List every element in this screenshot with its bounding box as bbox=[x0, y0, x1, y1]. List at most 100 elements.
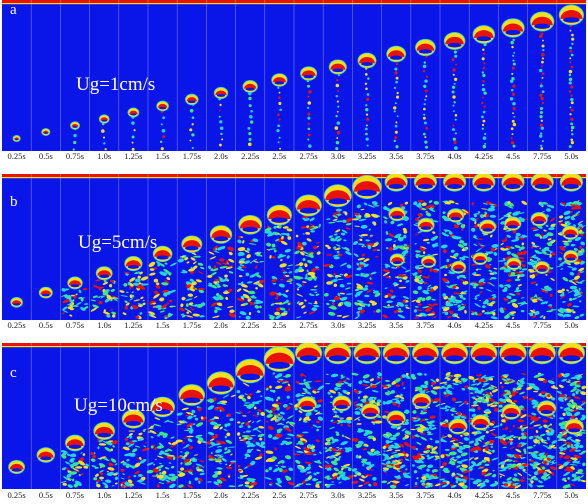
time-label: 2.0s bbox=[214, 151, 228, 161]
time-label: 0.5s bbox=[38, 490, 53, 500]
bubble-cap bbox=[501, 403, 521, 420]
bubble-cap bbox=[95, 266, 113, 281]
droplet-trail bbox=[306, 80, 312, 148]
time-label: 0.5s bbox=[38, 320, 53, 330]
bubble-cap bbox=[8, 459, 26, 475]
time-label: 2.0s bbox=[214, 490, 228, 500]
bubble-cap bbox=[537, 400, 557, 417]
time-label: 3.5s bbox=[389, 151, 404, 161]
time-label: 7.75s bbox=[533, 151, 552, 161]
bubble-cap bbox=[386, 410, 406, 427]
bubble-cap bbox=[472, 174, 496, 192]
bubble-cap bbox=[558, 4, 585, 26]
wake-turbulence bbox=[439, 371, 471, 489]
bubble-cap bbox=[499, 343, 527, 365]
time-label: 0.25s bbox=[7, 151, 26, 161]
bubble-cap bbox=[185, 93, 199, 106]
bubble-cap bbox=[564, 418, 584, 435]
wake-turbulence bbox=[264, 372, 296, 488]
wake-turbulence bbox=[60, 288, 89, 317]
time-label: 2.5s bbox=[272, 320, 287, 330]
time-label: 1.75s bbox=[182, 320, 201, 330]
time-label: 3.0s bbox=[330, 490, 345, 500]
wake-turbulence bbox=[207, 245, 236, 318]
bubble-cap bbox=[209, 225, 233, 244]
panel-a: a Ug=1cm/s 0.25s 0.5s 0.75s 1.0s 1.25s 1.5s 1.… bbox=[2, 0, 586, 167]
droplet-trail bbox=[189, 103, 195, 150]
wake-turbulence bbox=[148, 260, 177, 320]
wake-turbulence bbox=[206, 394, 237, 488]
time-label: 0.25s bbox=[7, 320, 26, 330]
wake-turbulence bbox=[175, 406, 207, 488]
time-label: 2.5s bbox=[272, 490, 287, 500]
bubble-cap bbox=[352, 174, 382, 200]
wake-turbulence bbox=[292, 373, 324, 488]
panel-c-letter: c bbox=[10, 365, 17, 381]
bubble-cap bbox=[266, 204, 292, 226]
droplet-trail bbox=[276, 86, 282, 150]
wake-turbulence bbox=[60, 450, 89, 488]
time-label: 2.75s bbox=[299, 151, 318, 161]
bubble-cap bbox=[124, 255, 143, 272]
bubble-cap bbox=[127, 107, 140, 118]
bubble-cap bbox=[389, 253, 405, 267]
time-label: 3.25s bbox=[357, 320, 377, 330]
bubble-cap bbox=[213, 86, 229, 100]
panel-a-plot: a Ug=1cm/s bbox=[2, 0, 586, 151]
bubble-cap bbox=[557, 343, 585, 365]
droplet-trail bbox=[131, 115, 136, 151]
time-label: 7.75s bbox=[533, 490, 552, 500]
droplet-trail bbox=[481, 42, 487, 149]
bubble-cap bbox=[93, 422, 116, 440]
wake-turbulence bbox=[323, 208, 353, 319]
bubble-cap bbox=[332, 395, 352, 412]
bubble-cap bbox=[421, 255, 437, 269]
time-label: 4.25s bbox=[474, 320, 493, 330]
wake-turbulence bbox=[120, 428, 150, 489]
bubble-cap bbox=[297, 396, 317, 413]
time-label: 3.75s bbox=[416, 490, 435, 500]
time-label: 1.5s bbox=[155, 320, 170, 330]
bubble-cap bbox=[411, 392, 432, 409]
time-label: 5.0s bbox=[564, 490, 579, 500]
wake-turbulence bbox=[556, 372, 586, 489]
wake-turbulence bbox=[235, 382, 266, 489]
time-label: 1.75s bbox=[182, 490, 201, 500]
wake-turbulence bbox=[526, 372, 559, 488]
time-label: 0.75s bbox=[65, 490, 85, 500]
wake-turbulence bbox=[146, 417, 179, 489]
panel-c-time-axis: 0.25s 0.5s 0.75s 1.0s 1.25s 1.5s 1.75s 2.0s 2.25… bbox=[2, 490, 586, 504]
time-label: 1.25s bbox=[124, 320, 143, 330]
bubble-cap bbox=[238, 214, 263, 235]
bubble-cap bbox=[70, 121, 80, 130]
time-label: 4.5s bbox=[506, 320, 520, 330]
bubble-cap bbox=[38, 286, 53, 299]
time-label: 1.75s bbox=[182, 151, 201, 161]
panel-b-time-axis: 0.25s 0.5s 0.75s 1.0s 1.25s 1.5s 1.75s 2.0s 2.25… bbox=[2, 320, 586, 334]
bubble-cap bbox=[10, 296, 23, 308]
bubble-cap bbox=[360, 403, 381, 420]
droplet-trail bbox=[247, 91, 254, 147]
droplet-trail bbox=[159, 110, 166, 151]
bubble-cap bbox=[479, 219, 497, 234]
bubble-cap bbox=[323, 184, 352, 208]
panel-b-letter: b bbox=[10, 194, 18, 210]
bubble-cap bbox=[206, 371, 236, 395]
panel-a-letter: a bbox=[10, 2, 17, 18]
bubble-cap bbox=[448, 418, 468, 435]
bubble-cap bbox=[504, 216, 522, 231]
wake-turbulence bbox=[497, 373, 530, 489]
time-label: 5.0s bbox=[564, 320, 579, 330]
time-label: 2.75s bbox=[299, 490, 318, 500]
droplet-trail bbox=[364, 67, 370, 147]
bubble-cap bbox=[357, 52, 377, 69]
wake-turbulence bbox=[324, 373, 354, 488]
wake-turbulence bbox=[467, 373, 500, 489]
wake-turbulence bbox=[410, 372, 441, 489]
time-label: 5.0s bbox=[564, 151, 579, 161]
bubble-cap bbox=[559, 174, 583, 192]
bubble-cap bbox=[561, 225, 579, 240]
bubble-cap bbox=[417, 217, 435, 233]
bubble-cap bbox=[471, 414, 491, 431]
panel-b: b Ug=5cm/s 0.25s 0.5s 0.75s 1.0s 1.25s 1.5s 1.… bbox=[2, 174, 586, 336]
